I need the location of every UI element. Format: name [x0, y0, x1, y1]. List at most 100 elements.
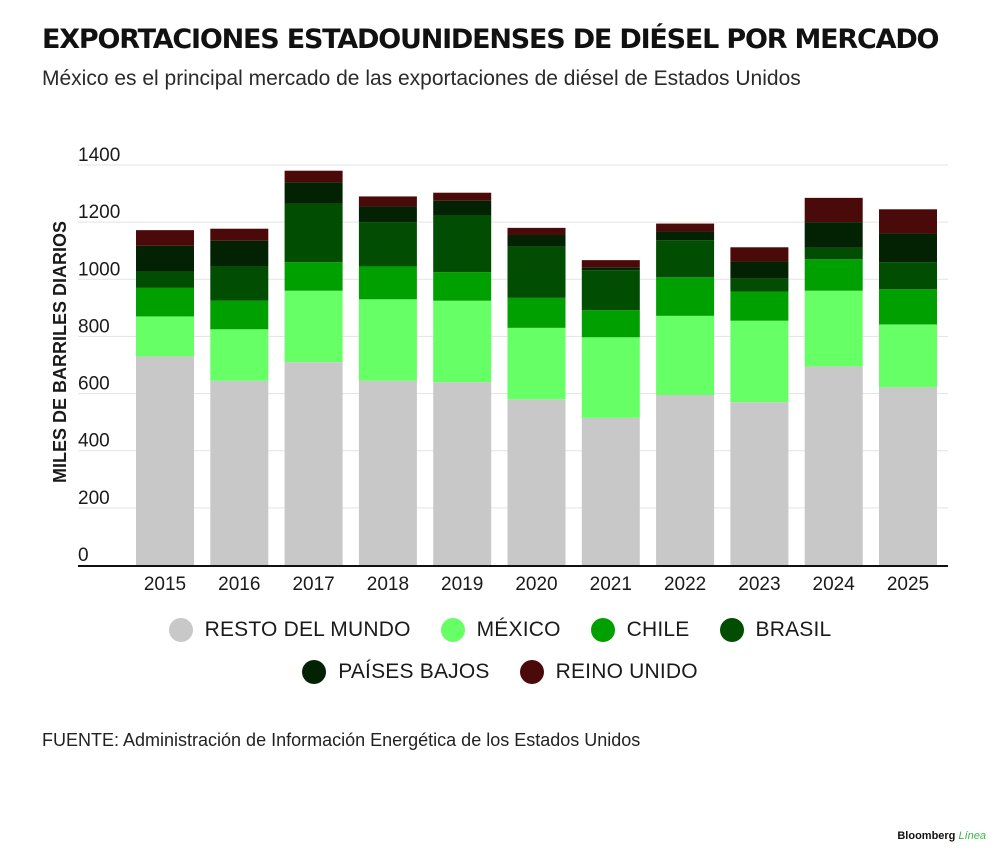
legend-swatch [719, 618, 744, 642]
y-tick-label: 400 [78, 431, 110, 452]
bar-segment-chile [730, 291, 789, 321]
bar-segment-paises-bajos [730, 261, 789, 279]
bar-segment-chile [358, 266, 417, 300]
bar-segment-paises-bajos [581, 267, 640, 271]
y-tick-label: 1400 [78, 145, 120, 166]
legend-label: BRASIL [755, 618, 832, 641]
x-axis-ticks: 2015 2016 2017 2018 2019 2020 2021 2022 2023 2024… [144, 574, 929, 595]
bar-segment-chile [581, 310, 640, 338]
bar-stack-2024 [804, 197, 863, 565]
bar-segment-resto-del-mundo [507, 399, 566, 565]
bar-stack-2019 [433, 192, 492, 565]
bar-stack-2023 [730, 247, 789, 565]
bar-stack-2021 [581, 260, 640, 565]
bar-segment-resto-del-mundo [210, 380, 269, 565]
legend-label: REINO UNIDO [555, 660, 698, 683]
x-tick-label: 2017 [292, 574, 334, 595]
x-tick-label: 2023 [738, 574, 780, 595]
bar-segment-chile [433, 272, 492, 301]
legend-item: CHILE [590, 618, 690, 642]
bar-segment-chile [136, 287, 194, 317]
bar-segment-paises-bajos [804, 222, 863, 248]
bar-segment-reino-unido [879, 209, 937, 234]
bar-segment-chile [879, 289, 937, 325]
bar-stack-2020 [507, 227, 566, 565]
bar-stack-2025 [879, 209, 937, 565]
y-axis-ticks: 0 200 400 600 800 1000 1200 1400 [78, 145, 120, 566]
bar-segment-resto-del-mundo [879, 387, 937, 565]
bar-segment-mexico [656, 315, 715, 395]
y-axis-label: MILES DE BARRILES DIARIOS [50, 221, 70, 483]
bar-segment-chile [507, 297, 566, 328]
bar-segment-brasil [433, 215, 492, 273]
x-tick-label: 2024 [813, 574, 856, 595]
bar-segment-paises-bajos [358, 206, 417, 223]
bar-segment-brasil [210, 266, 269, 301]
legend-label: CHILE [626, 618, 690, 641]
legend: RESTO DEL MUNDO MÉXICO CHILE BRASIL PAÍSES B… [60, 618, 940, 684]
bar-segment-mexico [284, 290, 343, 363]
bar-segment-brasil [879, 262, 937, 290]
y-tick-label: 0 [78, 545, 89, 566]
bar-segment-mexico [879, 324, 937, 388]
legend-item: PAÍSES BAJOS [302, 660, 489, 684]
bar-segment-brasil [730, 278, 789, 292]
bar-segment-resto-del-mundo [433, 382, 492, 565]
brand-logo: Bloomberg Línea [897, 830, 986, 842]
bar-segment-resto-del-mundo [358, 380, 417, 565]
bar-segment-mexico [507, 327, 566, 400]
bar-segment-reino-unido [136, 230, 194, 246]
bar-segment-reino-unido [507, 227, 566, 235]
bar-stack-2017 [284, 170, 343, 565]
bar-segment-brasil [358, 222, 417, 267]
bar-segment-chile [804, 259, 863, 291]
bar-segment-paises-bajos [656, 231, 715, 241]
bar-segment-reino-unido [656, 223, 715, 232]
x-tick-label: 2020 [515, 574, 557, 595]
y-tick-label: 1000 [78, 259, 120, 280]
bar-segment-paises-bajos [507, 235, 566, 247]
bar-segment-mexico [358, 299, 417, 381]
bar-segment-reino-unido [433, 192, 492, 201]
bar-segment-brasil [136, 271, 194, 288]
bar-segment-paises-bajos [433, 200, 492, 215]
bar-segment-reino-unido [358, 196, 417, 207]
bar-segment-resto-del-mundo [804, 366, 863, 565]
x-tick-label: 2015 [144, 574, 186, 595]
bar-stacks [136, 170, 937, 565]
bar-segment-brasil [507, 246, 566, 298]
bar-stack-2016 [210, 228, 269, 565]
bar-segment-reino-unido [730, 247, 789, 262]
bar-segment-brasil [656, 240, 715, 278]
bar-segment-chile [656, 277, 715, 316]
bar-segment-paises-bajos [136, 245, 194, 272]
y-tick-label: 600 [78, 374, 110, 395]
bar-segment-resto-del-mundo [136, 356, 194, 565]
legend-item: BRASIL [719, 618, 832, 642]
chart-subtitle: México es el principal mercado de las ex… [42, 67, 801, 90]
legend-item: REINO UNIDO [519, 660, 698, 684]
legend-swatch [440, 618, 465, 642]
bar-segment-mexico [730, 320, 789, 403]
brand-accent: Línea [958, 830, 986, 842]
bar-segment-paises-bajos [879, 233, 937, 263]
y-tick-label: 1200 [78, 202, 120, 223]
bar-segment-resto-del-mundo [581, 417, 640, 565]
legend-swatch [168, 618, 193, 642]
bar-segment-brasil [581, 270, 640, 311]
chart-title: EXPORTACIONES ESTADOUNIDENSES DE DIÉSEL … [42, 24, 939, 55]
bar-segment-resto-del-mundo [730, 402, 789, 565]
bar-segment-chile [210, 300, 269, 330]
legend-label: RESTO DEL MUNDO [204, 618, 411, 641]
x-tick-label: 2016 [218, 574, 260, 595]
bar-stack-2018 [358, 196, 417, 565]
x-tick-label: 2025 [887, 574, 929, 595]
bar-segment-mexico [210, 329, 269, 381]
bar-stack-2022 [656, 223, 715, 565]
legend-item: MÉXICO [440, 618, 561, 642]
legend-label: PAÍSES BAJOS [338, 660, 490, 683]
legend-swatch [302, 660, 327, 684]
bar-segment-resto-del-mundo [656, 395, 715, 565]
legend-swatch [590, 618, 615, 642]
